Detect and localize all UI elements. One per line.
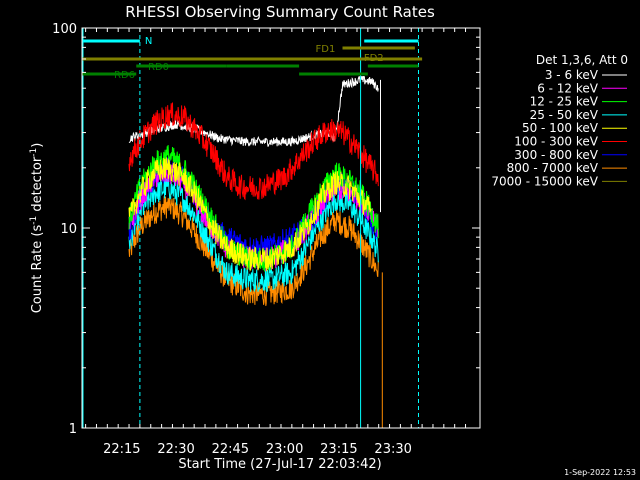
series-line-7 xyxy=(128,193,379,306)
series-line-3 xyxy=(128,175,379,293)
x-tick-label: 23:15 xyxy=(320,442,357,457)
y-axis-label-superscript: -1 xyxy=(29,148,39,157)
green-bar-label-rd6: RD6 xyxy=(114,70,135,81)
y-tick-label: 10 xyxy=(60,222,77,237)
green-bar-label-rd0: RD0 xyxy=(148,62,169,73)
legend-entry-0: 3 - 6 keV xyxy=(545,68,599,82)
footer-timestamp: 1-Sep-2022 12:53 xyxy=(564,468,636,477)
chart-title: RHESSI Observing Summary Count Rates xyxy=(125,3,435,21)
series-line-5 xyxy=(128,102,379,201)
cyan-bar-label-0: N xyxy=(145,36,152,47)
legend-entry-1: 6 - 12 keV xyxy=(537,81,599,95)
legend-entry-6: 300 - 800 keV xyxy=(514,148,598,162)
y-axis-label-part: Count Rate (s xyxy=(30,225,45,314)
legend-entry-2: 12 - 25 keV xyxy=(530,95,599,109)
plot-area xyxy=(82,28,423,428)
olive-bar-mid-label: FD2 xyxy=(364,53,384,64)
olive-bar-top-label: FD1 xyxy=(316,44,336,55)
x-tick-label: 22:30 xyxy=(157,442,194,457)
legend-entry-4: 50 - 100 keV xyxy=(522,121,599,135)
y-axis-label-part: detector xyxy=(30,156,45,216)
legend-entry-3: 25 - 50 keV xyxy=(530,108,599,122)
x-tick-label: 23:30 xyxy=(374,442,411,457)
series-line-0 xyxy=(128,75,379,147)
x-axis-label: Start Time (27-Jul-17 22:03:42) xyxy=(178,457,381,472)
y-axis-label: Count Rate (s-1 detector-1) xyxy=(29,143,45,314)
x-tick-label: 22:15 xyxy=(103,442,140,457)
legend-entry-5: 100 - 300 keV xyxy=(514,135,598,149)
y-axis-label-part: ) xyxy=(30,143,45,148)
legend-entry-8: 7000 - 15000 keV xyxy=(491,174,598,188)
x-tick-label: 22:45 xyxy=(212,442,249,457)
legend-header: Det 1,3,6, Att 0 xyxy=(536,53,628,67)
legend-entry-7: 800 - 7000 keV xyxy=(507,161,599,175)
x-tick-label: 23:00 xyxy=(266,442,303,457)
y-tick-label: 1 xyxy=(69,422,77,437)
y-axis-label-superscript: -1 xyxy=(29,216,39,225)
y-tick-label: 100 xyxy=(52,22,77,37)
series-line-4 xyxy=(128,156,372,272)
